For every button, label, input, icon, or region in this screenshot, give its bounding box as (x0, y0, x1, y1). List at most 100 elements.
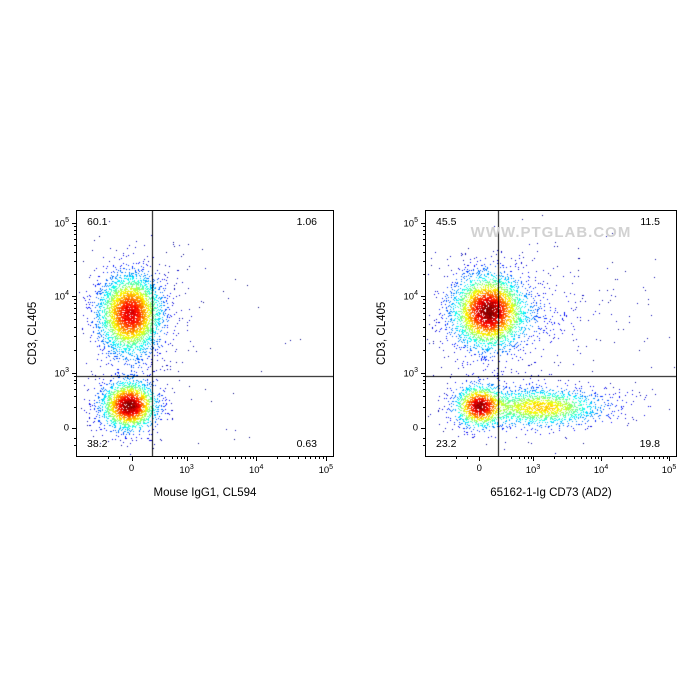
x-axis-minor-tick (181, 456, 183, 459)
x-axis-minor-tick (594, 456, 596, 459)
y-axis-minor-tick (423, 299, 426, 301)
y-axis-minor-tick (74, 444, 77, 446)
x-axis-minor-tick (235, 456, 237, 459)
x-axis-minor-tick (277, 456, 279, 459)
flow-plot-isotype-control: 60.1 1.06 38.2 0.63 Mouse IgG1, CL594 CD… (27, 210, 334, 499)
x-axis-minor-tick (642, 456, 643, 459)
y-axis-minor-tick (74, 303, 77, 305)
x-axis-minor-tick (304, 456, 306, 459)
y-axis-tick-label: 104 (54, 290, 69, 303)
y-axis-minor-tick (423, 349, 426, 351)
x-axis-minor-tick (580, 456, 582, 459)
y-axis-tick-label: 104 (403, 290, 418, 303)
x-axis-minor-tick (228, 456, 230, 459)
y-axis-minor-tick (74, 261, 77, 263)
x-axis-tick (325, 456, 327, 461)
x-axis-minor-tick (633, 456, 635, 459)
x-axis-tick (533, 456, 534, 461)
y-axis-minor-tick (74, 299, 77, 301)
y-axis-minor-tick (74, 313, 77, 315)
y-axis-minor-tick (423, 379, 426, 381)
y-axis-minor-tick (74, 252, 77, 254)
x-axis-minor-tick (298, 456, 300, 459)
x-axis-minor-tick (524, 456, 525, 459)
x-axis-tick-label: 105 (318, 464, 334, 477)
x-axis-tick-label: 105 (661, 464, 677, 477)
y-axis-minor-tick (423, 252, 426, 254)
y-axis-minor-tick (74, 336, 77, 338)
scatter-canvas-cd73 (426, 211, 676, 456)
y-axis-minor-tick (423, 383, 426, 385)
y-axis-minor-tick (423, 303, 426, 305)
x-axis-minor-tick (107, 456, 109, 459)
x-axis-minor-tick (240, 456, 242, 459)
y-axis-minor-tick (74, 319, 77, 321)
y-axis-minor-tick (423, 326, 426, 328)
quadrant-percent-top-right: 1.06 (296, 216, 317, 228)
quadrant-percent-bottom-right: 0.63 (296, 437, 317, 450)
y-axis-tick (421, 372, 426, 374)
y-axis-minor-tick (74, 239, 77, 241)
quadrant-percent-top-left: 45.5 (436, 216, 457, 228)
y-axis-tick (421, 223, 426, 224)
y-axis-tick-label: 0 (63, 422, 69, 434)
y-axis-minor-tick (423, 245, 426, 247)
x-axis-tick-label: 0 (128, 463, 135, 474)
x-axis-minor-tick (518, 456, 520, 459)
y-axis-minor-tick (423, 319, 426, 321)
x-axis-minor-tick (207, 456, 209, 459)
y-axis-minor-tick (74, 308, 77, 310)
y-axis-minor-tick (423, 444, 426, 446)
scatter-canvas-control (77, 211, 333, 456)
x-axis-tick-label: 103 (525, 464, 541, 477)
y-axis-minor-tick (423, 273, 426, 275)
y-axis-minor-tick (74, 234, 77, 236)
y-axis-minor-tick (423, 437, 426, 439)
x-axis-minor-tick (467, 456, 469, 459)
y-axis-minor-tick (74, 349, 77, 351)
y-axis-minor-tick (423, 226, 426, 228)
y-axis-minor-tick (74, 407, 77, 408)
y-axis-minor-tick (423, 376, 426, 378)
x-axis-tick (601, 456, 602, 461)
y-axis-title: CD3, CL405 (376, 301, 388, 366)
y-axis-minor-tick (74, 326, 77, 328)
quadrant-percent-bottom-left: 38.2 (87, 437, 108, 450)
y-axis-minor-tick (74, 437, 77, 439)
y-axis-minor-tick (74, 395, 77, 397)
x-axis-tick-label: 104 (248, 464, 264, 477)
x-axis-minor-tick (648, 456, 650, 459)
quadrant-percent-top-right: 11.5 (640, 216, 660, 228)
x-axis-minor-tick (171, 456, 173, 459)
flow-plot-cd73-antibody: WWW.PTGLAB.COM 45.5 11.5 23.2 19.8 65162… (376, 210, 677, 499)
x-axis-tick-label: 0 (476, 463, 482, 474)
y-axis-minor-tick (74, 383, 77, 385)
x-axis-minor-tick (662, 456, 664, 459)
x-axis-minor-tick (323, 456, 325, 459)
y-axis-minor-tick (423, 395, 426, 397)
y-axis-minor-tick (74, 388, 77, 390)
x-axis-tick (256, 456, 258, 461)
watermark: WWW.PTGLAB.COM (470, 224, 632, 241)
y-axis-tick (72, 428, 77, 430)
y-axis-minor-tick (423, 308, 426, 310)
y-axis-minor-tick (74, 226, 77, 228)
x-axis-minor-tick (184, 456, 185, 459)
x-axis-tick-label: 104 (593, 464, 609, 477)
x-axis-minor-tick (310, 456, 312, 459)
x-axis-tick (131, 456, 133, 461)
y-axis-minor-tick (423, 239, 426, 241)
y-axis-minor-tick (423, 261, 426, 263)
x-axis-tick (479, 456, 481, 461)
x-axis-minor-tick (586, 456, 587, 459)
x-axis-minor-tick (565, 456, 567, 459)
y-axis-minor-tick (74, 273, 77, 275)
y-axis-minor-tick (423, 313, 426, 315)
y-axis-minor-tick (74, 245, 77, 247)
x-axis-minor-tick (658, 456, 660, 459)
y-axis-minor-tick (74, 376, 77, 378)
y-axis-tick-label: 105 (54, 217, 69, 230)
x-axis-minor-tick (249, 456, 251, 459)
x-axis-minor-tick (590, 456, 592, 459)
y-axis-tick (421, 296, 426, 297)
